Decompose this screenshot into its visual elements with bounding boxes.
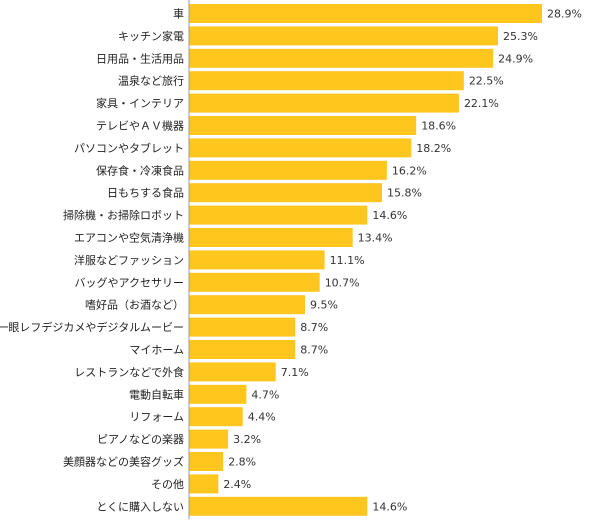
category-label: とくに購入しない [96,499,184,513]
category-label: キッチン家電 [118,29,184,43]
bars-group: 車 28.9% キッチン家電 25.3% 日用品・生活用品 24.9% 温泉など旅行 22.5… [0,4,582,516]
category-label: 車 [173,7,184,21]
bar [189,496,368,516]
bar [189,48,494,68]
value-label: 2.4% [223,478,251,491]
value-label: 14.6% [372,209,407,222]
category-label: バッグやアクセサリー [75,275,184,289]
value-label: 24.9% [498,52,533,65]
value-label: 14.6% [372,500,407,513]
category-label: 日用品・生活用品 [96,51,184,65]
bar [189,295,306,315]
bar [189,384,247,404]
bar [189,317,296,337]
category-label: 嗜好品（お酒など） [85,298,184,312]
value-label: 11.1% [330,254,365,267]
category-label: 日もちする食品 [107,186,184,200]
bar [189,26,499,46]
value-label: 22.1% [464,97,499,110]
category-label: 洋服などファッション [74,253,184,267]
category-label: エアコンや空気清浄機 [74,231,184,245]
bar [189,116,417,135]
category-label: テレビやＡＶ機器 [96,119,184,133]
category-label: 温泉など旅行 [118,74,184,88]
category-label: リフォーム [129,411,184,424]
bar [189,4,542,23]
value-label: 2.8% [228,456,256,469]
value-label: 8.7% [300,344,328,357]
value-label: 25.3% [503,30,538,43]
bar [189,71,464,91]
category-label: マイホーム [129,344,184,357]
bar [189,340,296,359]
bar [189,452,224,471]
bar [189,250,325,270]
value-label: 28.9% [547,8,582,21]
category-label: ピアノなどの楽器 [97,433,184,446]
value-label: 3.2% [233,433,261,446]
bar [189,474,219,494]
category-label: 電動自転車 [129,387,184,401]
bar [189,160,387,180]
bar [189,362,276,382]
category-label: 家具・インテリア [96,96,184,110]
value-label: 16.2% [392,164,427,177]
bar [189,205,368,225]
category-label: その他 [151,478,184,491]
category-label: 保存食・冷凍食品 [96,163,184,177]
bar [189,183,382,203]
value-label: 7.1% [281,366,309,379]
bar [189,138,412,158]
value-label: 13.4% [358,232,393,245]
value-label: 4.7% [251,388,279,401]
bar [189,272,320,292]
value-label: 10.7% [325,276,360,289]
category-label: 美顔器などの美容グッズ [63,455,184,469]
value-label: 15.8% [387,187,422,200]
value-label: 18.6% [421,120,456,133]
bar [189,407,243,427]
value-label: 8.7% [300,321,328,334]
category-label: パソコンやタブレット [74,141,184,155]
category-label: 掃除機・お掃除ロボット [63,208,184,222]
value-label: 9.5% [310,299,338,312]
bar [189,429,229,449]
bar [189,228,353,247]
value-label: 4.4% [248,411,276,424]
category-label: 一眼レフデジカメやデジタルムービー [0,320,184,334]
value-label: 22.5% [469,75,504,88]
value-label: 18.2% [416,142,451,155]
category-label: レストランなどで外食 [74,365,184,379]
bar [189,93,459,113]
